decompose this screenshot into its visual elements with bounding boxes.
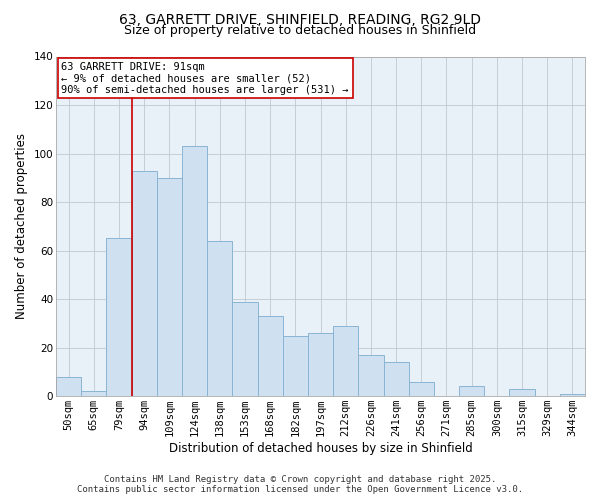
Y-axis label: Number of detached properties: Number of detached properties xyxy=(15,134,28,320)
Bar xyxy=(560,394,585,396)
Bar xyxy=(283,336,308,396)
Bar xyxy=(131,170,157,396)
Text: Contains HM Land Registry data © Crown copyright and database right 2025.
Contai: Contains HM Land Registry data © Crown c… xyxy=(77,474,523,494)
Bar xyxy=(106,238,131,396)
Bar xyxy=(383,362,409,396)
Bar xyxy=(207,241,232,396)
Bar xyxy=(358,355,383,396)
Bar xyxy=(157,178,182,396)
Bar xyxy=(56,377,81,396)
Bar xyxy=(409,382,434,396)
X-axis label: Distribution of detached houses by size in Shinfield: Distribution of detached houses by size … xyxy=(169,442,472,455)
Bar xyxy=(257,316,283,396)
Bar xyxy=(459,386,484,396)
Bar xyxy=(182,146,207,396)
Text: 63, GARRETT DRIVE, SHINFIELD, READING, RG2 9LD: 63, GARRETT DRIVE, SHINFIELD, READING, R… xyxy=(119,12,481,26)
Text: Size of property relative to detached houses in Shinfield: Size of property relative to detached ho… xyxy=(124,24,476,37)
Bar xyxy=(232,302,257,396)
Bar xyxy=(308,333,333,396)
Bar xyxy=(509,389,535,396)
Bar xyxy=(81,392,106,396)
Bar xyxy=(333,326,358,396)
Text: 63 GARRETT DRIVE: 91sqm
← 9% of detached houses are smaller (52)
90% of semi-det: 63 GARRETT DRIVE: 91sqm ← 9% of detached… xyxy=(61,62,349,95)
